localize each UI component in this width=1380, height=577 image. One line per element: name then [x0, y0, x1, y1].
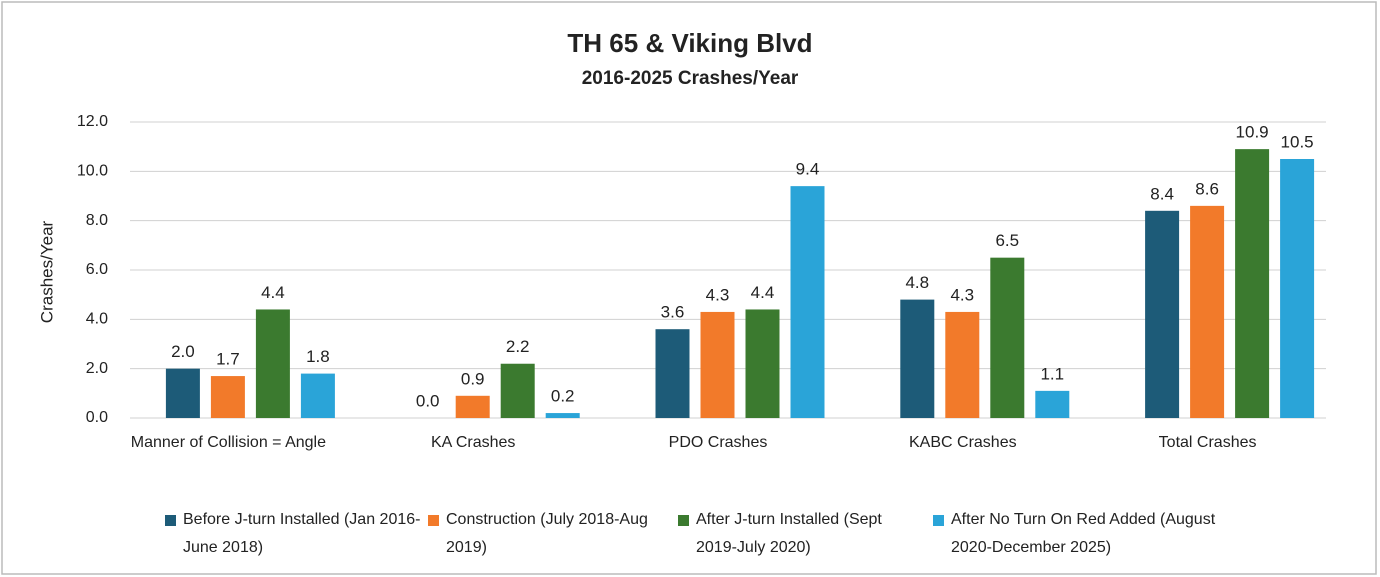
x-tick-label: KA Crashes [430, 434, 516, 451]
bar [1190, 205, 1225, 418]
y-tick-label: 6.0 [86, 261, 108, 278]
data-label: 2.2 [506, 337, 530, 356]
data-label: 8.4 [1150, 184, 1174, 203]
bar [1145, 210, 1180, 418]
bar [1235, 149, 1270, 418]
x-tick-label: PDO Crashes [668, 434, 768, 451]
data-label: 0.9 [461, 369, 485, 388]
bar [900, 299, 935, 418]
bar [745, 309, 780, 418]
data-label: 1.8 [306, 347, 330, 366]
y-axis-label: Crashes/Year [37, 220, 56, 323]
bar [1035, 390, 1070, 418]
bar [165, 368, 200, 418]
data-label: 1.1 [1040, 364, 1064, 383]
data-label: 8.6 [1195, 179, 1219, 198]
legend-item: Construction (July 2018-Aug 2019) [428, 506, 666, 562]
data-label: 4.3 [950, 285, 974, 304]
bar [455, 395, 490, 418]
y-tick-label: 8.0 [86, 212, 108, 229]
y-tick-label: 4.0 [86, 311, 108, 328]
data-label: 10.5 [1281, 132, 1314, 151]
data-label: 9.4 [796, 160, 820, 179]
bar [545, 413, 580, 418]
x-tick-label: KABC Crashes [909, 434, 1017, 451]
legend-swatch [428, 515, 439, 526]
data-label: 0.0 [416, 391, 440, 410]
data-label: 0.2 [551, 387, 575, 406]
bar [700, 311, 735, 418]
legend-swatch [678, 515, 689, 526]
bar [990, 257, 1025, 418]
legend-swatch [933, 515, 944, 526]
y-tick-label: 12.0 [77, 113, 108, 130]
legend-item: After No Turn On Red Added (August 2020-… [933, 506, 1251, 562]
bar [945, 311, 980, 418]
data-label: 1.7 [216, 350, 240, 369]
bar [210, 376, 245, 418]
bar [1280, 159, 1315, 418]
legend-item: After J-turn Installed (Sept 2019-July 2… [678, 506, 926, 562]
x-tick-label: Manner of Collision = Angle [130, 434, 326, 451]
data-label: 3.6 [661, 303, 685, 322]
bar [300, 373, 335, 418]
legend-item: Before J-turn Installed (Jan 2016-June 2… [165, 506, 423, 562]
data-label: 10.9 [1236, 123, 1269, 142]
bar [655, 329, 690, 418]
data-label: 6.5 [995, 231, 1019, 250]
chart-subtitle: 2016-2025 Crashes/Year [582, 68, 799, 89]
data-label: 4.8 [905, 273, 929, 292]
data-label: 4.4 [261, 283, 285, 302]
y-tick-label: 0.0 [86, 409, 108, 426]
data-label: 4.3 [706, 285, 730, 304]
data-label: 2.0 [171, 342, 195, 361]
chart-title: TH 65 & Viking Blvd [567, 28, 812, 58]
bar [255, 309, 290, 418]
x-tick-label: Total Crashes [1158, 434, 1257, 451]
y-tick-label: 10.0 [77, 163, 108, 180]
legend-swatch [165, 515, 176, 526]
bar [500, 363, 535, 418]
data-label: 4.4 [751, 283, 775, 302]
bar [790, 186, 825, 418]
y-tick-label: 2.0 [86, 360, 108, 377]
